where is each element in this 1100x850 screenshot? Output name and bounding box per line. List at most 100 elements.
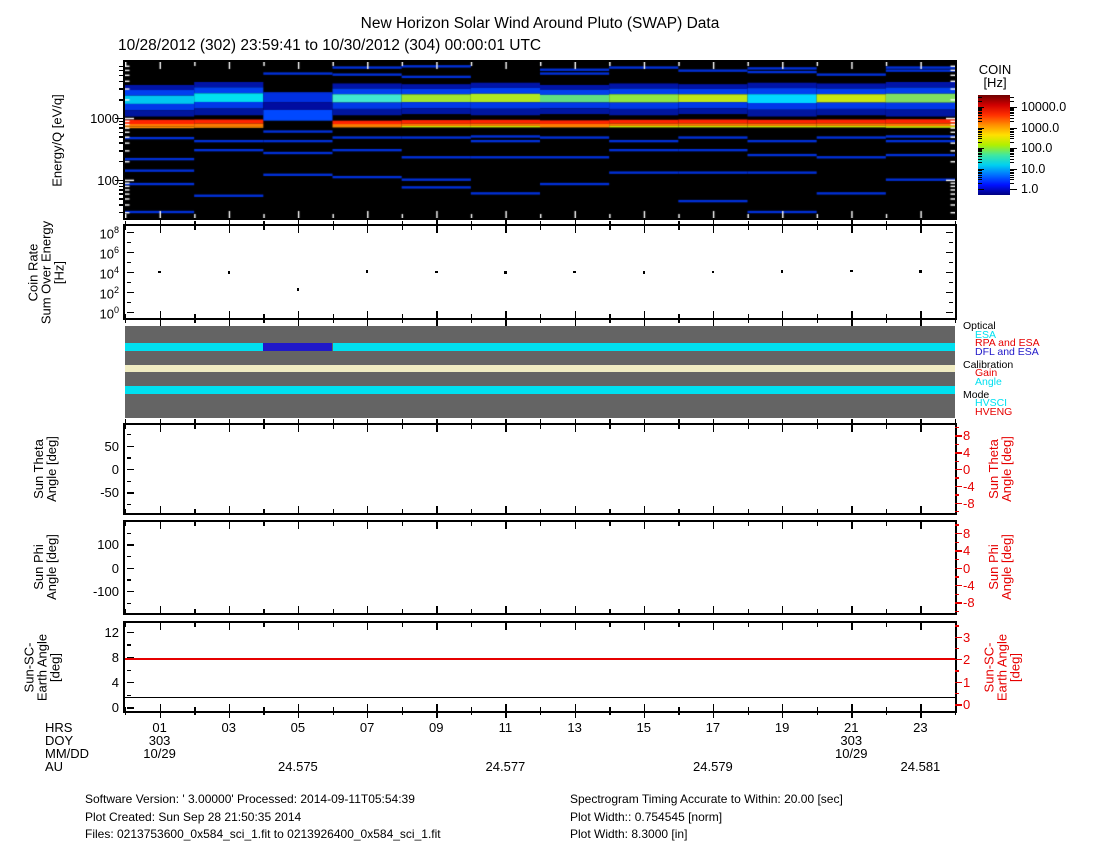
tick-mark <box>643 623 646 630</box>
y-tick-label: -100 <box>92 583 119 599</box>
tick-mark <box>816 711 819 715</box>
tick-mark <box>401 522 404 526</box>
tick-mark <box>609 425 611 429</box>
coin-rate-point <box>573 270 576 274</box>
tick-mark <box>851 711 853 718</box>
tick-mark <box>678 609 680 613</box>
tick-mark <box>920 606 922 613</box>
status-legend-item: HVENG <box>975 405 1013 418</box>
tick-mark <box>782 711 784 718</box>
xaxis-row-label-au: AU <box>45 759 64 774</box>
tick-mark <box>505 522 507 529</box>
tick-mark <box>949 262 953 264</box>
tick-mark <box>955 625 959 627</box>
tick-mark <box>332 522 334 526</box>
hour-label: 19 <box>774 720 790 735</box>
y-tick-label: 0 <box>111 560 119 576</box>
tick-mark <box>1010 132 1014 134</box>
tick-mark <box>127 656 134 659</box>
tick-mark <box>470 707 473 711</box>
tick-mark <box>436 522 438 529</box>
tick-mark <box>119 131 123 133</box>
hour-label: 09 <box>429 720 444 735</box>
status-segment-calibration <box>125 365 955 372</box>
footer-plot-width-norm: Plot Width:: 0.754545 [norm] <box>570 810 723 824</box>
tick-mark <box>297 704 300 711</box>
tick-mark <box>127 644 131 646</box>
tick-mark <box>263 509 265 513</box>
tick-mark <box>851 704 853 711</box>
tick-mark <box>540 522 542 526</box>
tick-mark <box>1010 171 1014 173</box>
tick-mark <box>367 711 369 718</box>
tick-mark <box>978 152 982 154</box>
tick-mark <box>436 318 438 326</box>
tick-mark <box>297 218 300 225</box>
hour-label: 05 <box>290 720 306 735</box>
tick-mark <box>1010 179 1014 181</box>
plot-title: New Horizon Solar Wind Around Pluto (SWA… <box>360 15 720 32</box>
tick-mark <box>851 418 853 426</box>
tick-mark <box>885 609 888 613</box>
y-tick-label: -50 <box>100 485 119 501</box>
tick-mark <box>1010 121 1014 123</box>
tick-mark <box>574 418 576 426</box>
y-tick-label-right: 0 <box>963 697 971 713</box>
tick-mark <box>297 623 300 630</box>
tick-mark <box>159 318 161 326</box>
tick-mark <box>1010 141 1014 143</box>
colorbar-tick-label: 1.0 <box>1021 182 1039 196</box>
tick-mark <box>678 221 680 225</box>
tick-mark <box>978 170 982 172</box>
tick-mark <box>955 558 959 561</box>
tick-mark <box>159 623 161 630</box>
tick-mark <box>920 318 922 326</box>
tick-mark <box>505 425 507 432</box>
tick-mark <box>955 477 959 479</box>
status-legend-item: Gain <box>975 367 998 380</box>
tick-mark <box>574 704 576 711</box>
tick-mark <box>332 425 334 429</box>
y-tick-label: 50 <box>104 438 119 454</box>
tick-mark <box>127 445 134 447</box>
tick-mark <box>946 252 953 254</box>
tick-mark <box>1010 100 1014 102</box>
tick-mark <box>297 522 300 529</box>
tick-mark <box>1010 168 1017 170</box>
tick-mark <box>1010 128 1014 130</box>
tick-mark <box>885 509 888 513</box>
coin-rate-point <box>296 288 300 291</box>
plot-subtitle: 10/28/2012 (302) 23:59:41 to 10/30/2012 … <box>118 37 542 54</box>
tick-mark <box>228 318 231 326</box>
tick-mark <box>978 107 984 109</box>
tick-mark <box>712 522 715 529</box>
tick-mark <box>712 711 715 718</box>
tick-mark <box>643 704 646 711</box>
tick-mark <box>119 198 123 200</box>
tick-mark <box>401 711 404 715</box>
tick-mark <box>119 193 123 195</box>
tick-mark <box>955 502 962 504</box>
tick-mark <box>115 117 123 120</box>
tick-mark <box>955 485 962 488</box>
tick-mark <box>228 226 231 233</box>
tick-mark <box>946 232 953 234</box>
tick-mark <box>194 425 196 429</box>
coin-rate-point <box>435 270 438 274</box>
tick-mark <box>978 128 982 130</box>
doy-label: 303 <box>840 733 863 748</box>
tick-mark <box>609 509 611 513</box>
tick-mark <box>574 311 576 318</box>
coin-rate-point <box>365 270 369 273</box>
tick-mark <box>297 711 300 718</box>
hour-label: 11 <box>498 720 513 735</box>
colorbar <box>978 95 1010 195</box>
tick-mark <box>263 318 265 323</box>
tick-mark <box>505 711 507 718</box>
tick-mark <box>712 218 715 225</box>
sun-sc-earth-ylabel-right: Sun-SC- Earth Angle [deg] <box>981 633 1023 701</box>
tick-mark <box>678 425 680 429</box>
tick-mark <box>978 174 982 176</box>
tick-mark <box>228 418 231 426</box>
tick-mark <box>401 509 404 513</box>
